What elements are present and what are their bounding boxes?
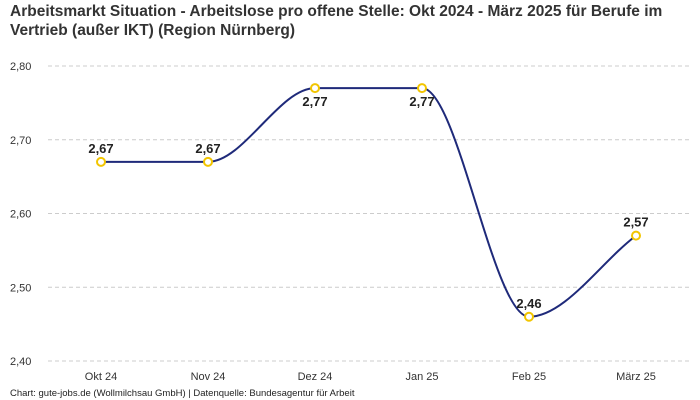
- y-tick-label: 2,50: [10, 282, 31, 294]
- data-label: 2,67: [88, 141, 113, 156]
- x-tick-label: März 25: [616, 371, 656, 383]
- y-tick-label: 2,70: [10, 135, 31, 147]
- chart-footer: Chart: gute-jobs.de (Wollmilchsau GmbH) …: [10, 388, 355, 399]
- x-tick-label: Feb 25: [512, 371, 546, 383]
- y-tick-label: 2,80: [10, 61, 31, 73]
- data-label: 2,77: [409, 94, 434, 109]
- x-tick-label: Okt 24: [85, 371, 117, 383]
- x-tick-label: Dez 24: [298, 371, 333, 383]
- data-label: 2,77: [302, 94, 327, 109]
- y-tick-label: 2,60: [10, 209, 31, 221]
- data-point: [631, 230, 641, 241]
- x-tick-label: Nov 24: [191, 371, 226, 383]
- x-tick-label: Jan 25: [405, 371, 438, 383]
- series-line: [100, 87, 637, 318]
- data-label: 2,57: [623, 215, 648, 230]
- data-point: [417, 83, 427, 94]
- data-label: 2,46: [516, 296, 541, 311]
- data-point: [310, 83, 320, 94]
- data-point: [96, 156, 106, 167]
- chart-title: Arbeitsmarkt Situation - Arbeitslose pro…: [10, 3, 663, 39]
- data-point: [203, 156, 213, 167]
- data-label: 2,67: [195, 141, 220, 156]
- y-tick-label: 2,40: [10, 356, 31, 368]
- data-point: [524, 311, 534, 322]
